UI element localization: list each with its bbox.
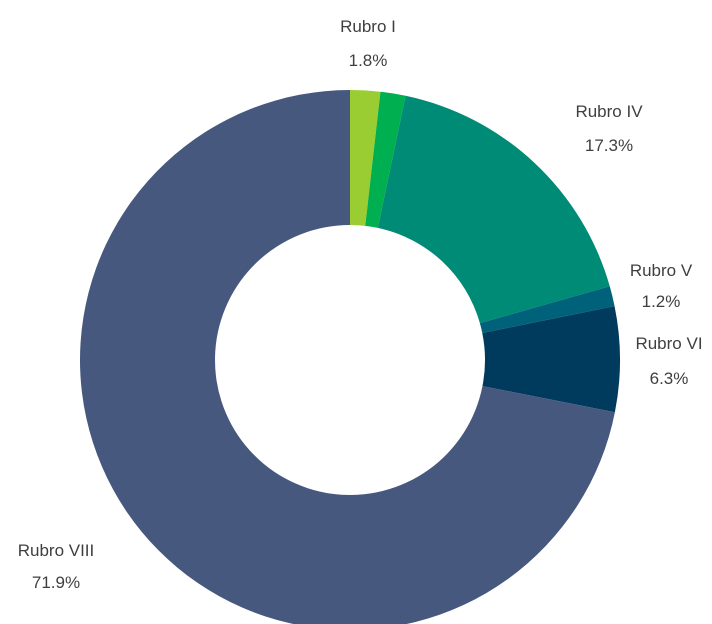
slice-rubro-v [479,286,615,334]
slice-value-rubro-vi: 6.3% [650,369,689,388]
slice-label-rubro-i: Rubro I [340,17,396,36]
slice-label-rubro-vi: Rubro VI [635,334,702,353]
slice-label-rubro-viii: Rubro VIII [18,541,95,560]
slice-value-rubro-v: 1.2% [642,292,681,311]
slice-rubro-viii [80,90,615,624]
slice-value-rubro-iv: 17.3% [585,136,633,155]
slice-labels: Rubro I 1.8% Rubro IV 17.3% Rubro V 1.2% Rubro… [18,17,703,592]
slice-rubro-iv [377,95,610,324]
slice-rubro-i [350,90,381,226]
slice-rubro-vi [482,306,620,413]
slice-label-rubro-v: Rubro V [630,261,693,280]
slice-value-rubro-i: 1.8% [349,51,388,70]
donut-slices [80,90,620,624]
slice-label-rubro-iv: Rubro IV [575,102,643,121]
slice-rubro-ii [365,91,406,228]
slice-value-rubro-viii: 71.9% [32,573,80,592]
